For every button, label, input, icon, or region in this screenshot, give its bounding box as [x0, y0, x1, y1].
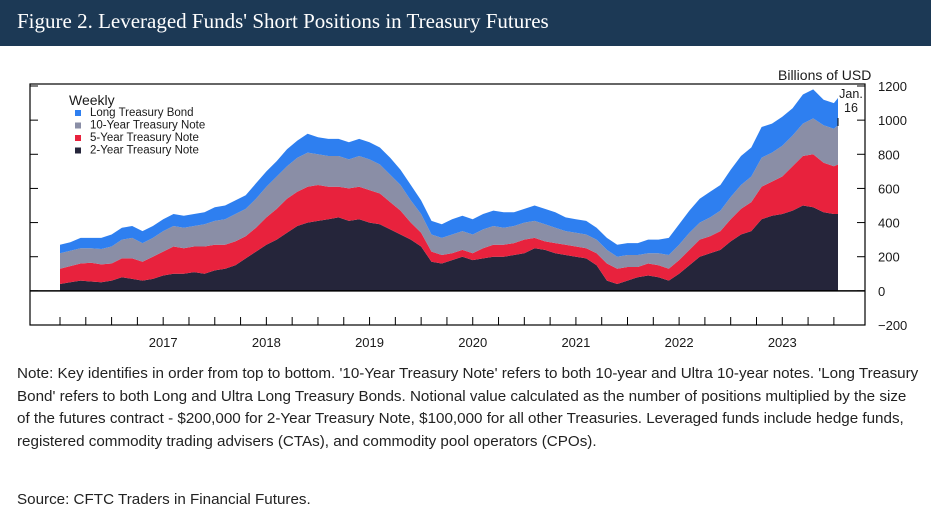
- area-2-year-treasury-note: [60, 205, 838, 291]
- legend-label: 10-Year Treasury Note: [90, 120, 205, 132]
- x-tick-label: 2018: [252, 335, 281, 350]
- figure-source: Source: CFTC Traders in Financial Future…: [17, 491, 311, 508]
- legend-swatch: [75, 147, 81, 154]
- legend-swatch: [75, 135, 81, 141]
- legend-title: Weekly: [69, 92, 115, 108]
- legend-swatch: [75, 110, 81, 116]
- x-tick-label: 2022: [665, 335, 694, 350]
- x-tick-label: 2017: [149, 335, 178, 350]
- figure-title: Figure 2. Leveraged Funds' Short Positio…: [17, 9, 549, 33]
- annotation-day: 16: [844, 101, 858, 115]
- x-tick-label: 2019: [355, 335, 384, 350]
- chart-areas: [60, 89, 838, 291]
- y-tick-label: 400: [878, 216, 900, 231]
- legend-label: 2-Year Treasury Note: [90, 145, 199, 157]
- y-tick-label: 600: [878, 181, 900, 196]
- x-tick-label: 2021: [561, 335, 590, 350]
- plot-frame: [29, 83, 866, 326]
- x-tick-label: 2020: [458, 335, 487, 350]
- figure-note: Note: Key identifies in order from top t…: [17, 365, 919, 450]
- y-tick-label: 200: [878, 250, 900, 265]
- area-5-year-treasury-note: [60, 154, 838, 284]
- legend-label: Long Treasury Bond: [90, 107, 194, 119]
- y-tick-label: 1000: [878, 113, 907, 128]
- chart-axes: −200 0 200 400 600 800 1000 1200 2017 2018 2019 202…: [30, 79, 907, 350]
- annotation-month: Jan.: [839, 87, 863, 101]
- figure-header: Figure 2. Leveraged Funds' Short Positio…: [0, 0, 931, 46]
- y-tick-label: 800: [878, 147, 900, 162]
- y-tick-label: 1200: [878, 79, 907, 94]
- x-tick-label: 2023: [768, 335, 797, 350]
- y-tick-label: −200: [878, 318, 907, 333]
- area-10-year-treasury-note: [60, 118, 838, 269]
- area-long-treasury-bond: [60, 89, 838, 257]
- y-axis-label: Billions of USD: [778, 67, 871, 83]
- legend-label: 5-Year Treasury Note: [90, 132, 199, 144]
- stacked-area-chart: −200 0 200 400 600 800 1000 1200 2017 2018 2019 202…: [29, 67, 907, 350]
- y-tick-label: 0: [878, 284, 885, 299]
- legend-swatch: [75, 122, 81, 129]
